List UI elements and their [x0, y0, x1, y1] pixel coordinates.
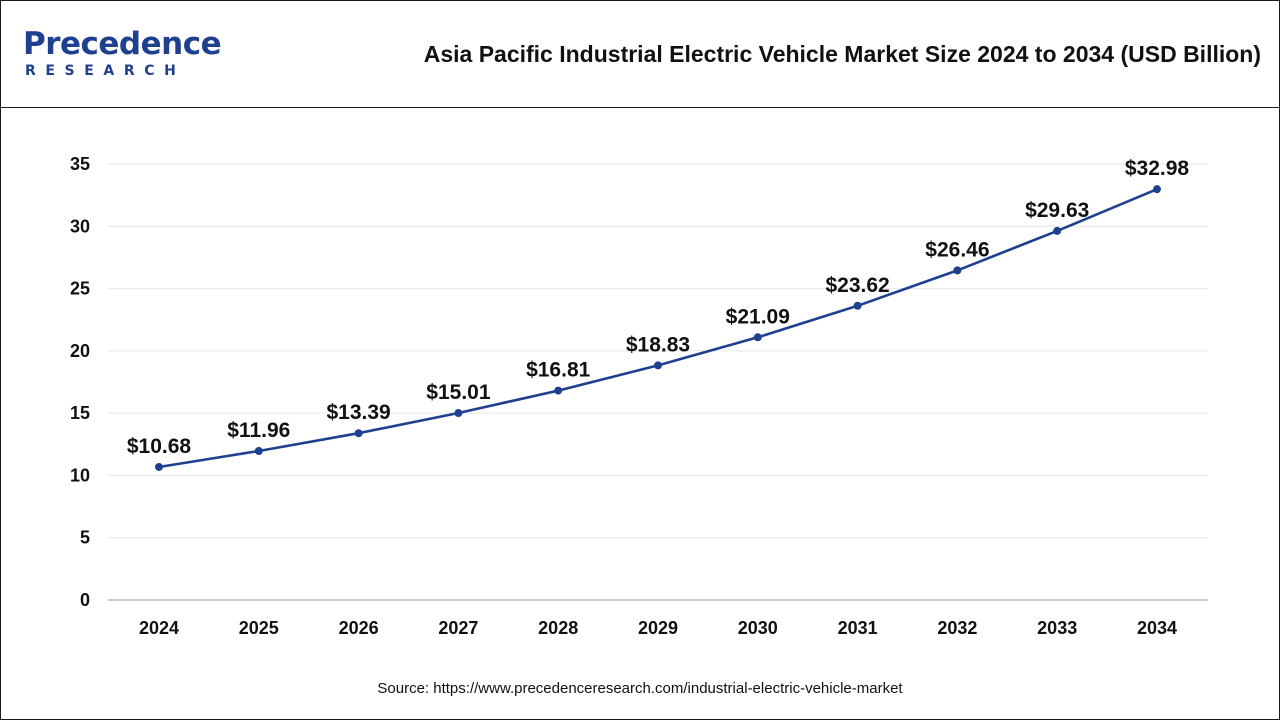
data-point: [853, 301, 862, 310]
data-labels: $10.68 $11.96 $13.39 $15.01 $16.81 $18.83 $21.…: [127, 157, 1190, 458]
data-point: [654, 361, 662, 370]
y-tick-label: 15: [70, 403, 90, 423]
data-point: [753, 333, 762, 342]
data-point: [1053, 226, 1062, 235]
series: [155, 185, 1161, 471]
series-line: [158, 188, 1158, 469]
data-label: $15.01: [426, 381, 491, 404]
x-tick-label: 2030: [738, 618, 778, 638]
x-tick-label: 2024: [139, 618, 179, 638]
data-label: $18.83: [626, 333, 690, 356]
logo-subtitle: RESEARCH: [25, 63, 186, 79]
x-tick-label: 2031: [838, 618, 878, 638]
y-tick-label: 30: [70, 216, 90, 236]
data-point: [354, 429, 363, 438]
y-tick-label: 0: [80, 590, 90, 610]
x-tick-label: 2025: [239, 618, 279, 638]
x-tick-label: 2034: [1137, 618, 1177, 638]
chart-title: Asia Pacific Industrial Electric Vehicle…: [423, 41, 1261, 67]
data-label: $23.62: [825, 274, 889, 297]
data-point: [155, 462, 163, 471]
header: Precedence RESEARCH Asia Pacific Industr…: [1, 1, 1279, 108]
y-tick-label: 5: [80, 528, 90, 548]
data-point: [454, 409, 463, 418]
x-tick-label: 2033: [1037, 618, 1077, 638]
data-point: [1153, 185, 1161, 194]
x-tick-label: 2032: [937, 618, 977, 638]
data-label: $29.63: [1025, 199, 1089, 222]
data-label: $16.81: [526, 359, 591, 382]
data-label: $13.39: [326, 401, 390, 424]
data-label: $21.09: [726, 305, 790, 328]
data-point: [254, 447, 263, 456]
y-tick-label: 10: [70, 465, 90, 485]
data-label: $32.98: [1125, 157, 1190, 180]
x-tick-label: 2026: [339, 618, 379, 638]
data-label: $11.96: [227, 419, 290, 442]
data-point: [953, 266, 962, 275]
x-tick-label: 2028: [538, 618, 578, 638]
x-tick-label: 2029: [638, 618, 678, 638]
y-tick-label: 25: [70, 279, 90, 299]
data-label: $10.68: [127, 435, 192, 458]
precedence-research-logo: Precedence RESEARCH: [23, 27, 223, 85]
data-label: $26.46: [925, 238, 989, 261]
source-note: Source: https://www.precedenceresearch.c…: [377, 680, 903, 697]
y-tick-label: 35: [70, 154, 90, 174]
logo-wordmark: Precedence: [23, 26, 222, 62]
gridlines: [108, 163, 1208, 539]
x-tick-label: 2027: [438, 618, 478, 638]
y-tick-label: 20: [70, 341, 90, 361]
data-point: [554, 386, 563, 395]
